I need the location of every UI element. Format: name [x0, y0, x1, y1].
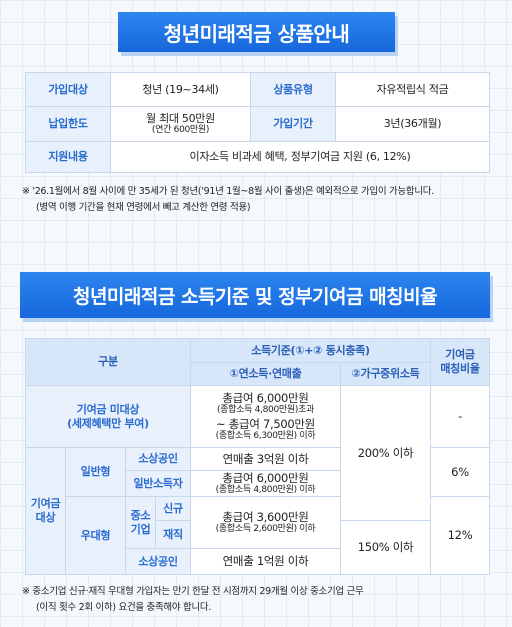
- value-cell: 연매출 1억원 이하: [190, 548, 341, 575]
- header-cell: 소득기준(①+② 동시충족): [190, 338, 431, 363]
- label-cell: 기여금 대상: [25, 447, 66, 575]
- cell-text: 총급여 6,000만원: [222, 470, 309, 485]
- label-cell: 상품유형: [250, 72, 336, 107]
- cell-text: 재직: [163, 527, 183, 541]
- cell-text: 이자소득 비과세 혜택, 정부기여금 지원 (6, 12%): [189, 150, 411, 164]
- cell-text: 일반소득자: [133, 476, 183, 490]
- label-cell: 신규: [155, 496, 191, 521]
- cell-text: (세제혜택만 부여): [67, 416, 149, 430]
- cell-text: 구분: [98, 355, 118, 369]
- label-cell: 소상공인: [125, 548, 191, 575]
- value-cell: 이자소득 비과세 혜택, 정부기여금 지원 (6, 12%): [110, 141, 490, 173]
- value-cell: 총급여 6,000만원 (종합소득 4,800만원)초과 ~ 총급여 7,500만원…: [190, 385, 341, 448]
- cell-text: ①연소득·연매출: [229, 367, 302, 381]
- note: ※ '26.1월에서 8월 사이에 만 35세가 된 청년('91년 1월~8월…: [22, 186, 434, 197]
- value-cell: -: [430, 385, 490, 448]
- label-cell: 가입기간: [250, 106, 336, 142]
- cell-text: 총급여 3,600만원: [222, 509, 309, 524]
- label-cell: 재직: [155, 520, 191, 549]
- cell-text: -: [458, 409, 462, 424]
- cell-text: 6%: [451, 464, 469, 479]
- label-cell: 우대형: [65, 496, 126, 575]
- cell-text: 12%: [447, 528, 473, 543]
- note: (이직 횟수 2회 이하) 요건을 충족해야 합니다.: [36, 602, 212, 613]
- section-banner: 청년미래적금 소득기준 및 정부기여금 매칭비율: [20, 272, 490, 318]
- cell-text: 가입기간: [273, 117, 313, 131]
- cell-text: 150% 이하: [357, 540, 414, 555]
- cell-text: 대상: [35, 511, 56, 524]
- label-cell: 가입대상: [25, 72, 111, 107]
- cell-text: 자유적립식 적금: [376, 82, 449, 96]
- cell-subtext: (종합소득 2,600만원) 이하: [215, 524, 316, 535]
- value-cell: 3년(36개월): [335, 106, 490, 142]
- cell-text: 기여금: [30, 497, 61, 511]
- cell-text: 일반형: [80, 465, 111, 479]
- cell-text: 3년(36개월): [383, 117, 442, 131]
- value-cell: 총급여 3,600만원 (종합소득 2,600만원) 이하: [190, 496, 341, 549]
- title: 청년미래적금 상품안내: [163, 21, 350, 46]
- label-cell: 중소 기업: [125, 496, 156, 549]
- label-cell: 소상공인: [125, 447, 191, 471]
- cell-text: 납입한도: [48, 117, 88, 131]
- section-title: 청년미래적금 소득기준 및 정부기여금 매칭비율: [72, 285, 438, 308]
- note: ※ 중소기업 신규·재직 우대형 가입자는 만기 한달 전 시점까지 29개월 …: [22, 586, 364, 597]
- cell-text: 소상공인: [138, 452, 178, 466]
- cell-text: 기업: [130, 522, 151, 536]
- value-cell: 총급여 6,000만원 (종합소득 4,800만원) 이하: [190, 470, 341, 497]
- cell-text: 신규: [163, 501, 183, 515]
- cell-text: 가입대상: [48, 82, 88, 96]
- value-cell: 150% 이하: [340, 520, 431, 575]
- value-cell: 200% 이하: [340, 385, 431, 521]
- value-cell: 월 최대 50만원 (연간 600만원): [110, 106, 251, 142]
- cell-text: 기여금 미대상: [76, 402, 140, 416]
- note: (병역 이행 기간을 현재 연령에서 빼고 계산한 연령 적용): [36, 202, 251, 213]
- cell-subtext: (종합소득 4,800만원)초과: [216, 405, 315, 416]
- cell-text: 소득기준(①+② 동시충족): [251, 343, 370, 357]
- cell-subtext: (연간 600만원): [151, 125, 210, 136]
- cell-text: 연매출 3억원 이하: [222, 451, 309, 466]
- header-cell: 기여금 매칭비율: [430, 338, 490, 386]
- cell-text: 200% 이하: [357, 445, 414, 460]
- cell-text: ②가구중위소득: [351, 367, 420, 381]
- label-cell: 일반소득자: [125, 470, 191, 497]
- header-cell: ①연소득·연매출: [190, 362, 341, 386]
- value-cell: 청년 (19~34세): [110, 72, 251, 107]
- label-cell: 지원내용: [25, 141, 111, 173]
- cell-text: 우대형: [80, 528, 111, 542]
- cell-text: 연매출 1억원 이하: [222, 554, 309, 569]
- cell-text: 상품유형: [273, 82, 313, 96]
- label-cell: 일반형: [65, 447, 126, 497]
- label-cell: 납입한도: [25, 106, 111, 142]
- header-cell: 구분: [25, 338, 191, 386]
- label-cell: 기여금 미대상 (세제혜택만 부여): [25, 385, 191, 448]
- cell-text: 청년 (19~34세): [142, 82, 219, 96]
- cell-text: 지원내용: [48, 150, 88, 164]
- value-cell: 12%: [430, 496, 490, 575]
- cell-text: ~ 총급여 7,500만원: [216, 416, 315, 431]
- cell-text: 중소: [130, 508, 151, 522]
- value-cell: 6%: [430, 447, 490, 497]
- cell-subtext: (종합소득 6,300만원) 이하: [215, 430, 316, 441]
- value-cell: 연매출 3억원 이하: [190, 447, 341, 471]
- title-banner: 청년미래적금 상품안내: [118, 12, 395, 52]
- cell-text: 기여금: [445, 348, 475, 362]
- cell-text: 월 최대 50만원: [146, 111, 215, 125]
- cell-subtext: (종합소득 4,800만원) 이하: [215, 485, 316, 496]
- value-cell: 자유적립식 적금: [335, 72, 490, 107]
- cell-text: 매칭비율: [440, 362, 480, 375]
- cell-text: 총급여 6,000만원: [222, 390, 309, 405]
- header-cell: ②가구중위소득: [340, 362, 431, 386]
- cell-text: 소상공인: [138, 554, 178, 568]
